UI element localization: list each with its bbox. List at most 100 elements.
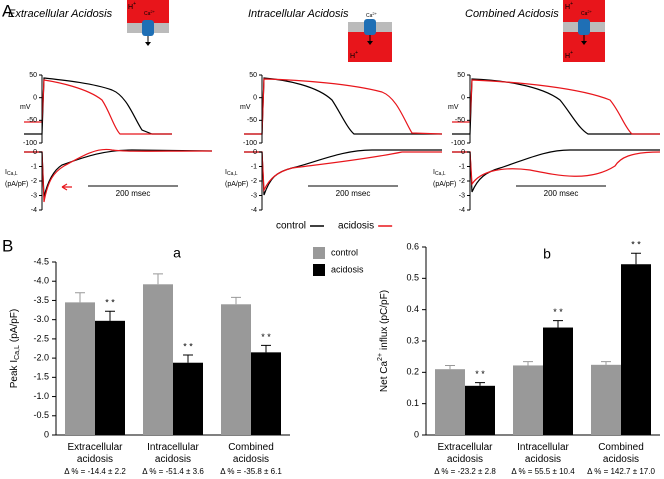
- y-tick-label: -3.0: [33, 314, 49, 324]
- y-tick-label: -50: [27, 117, 37, 124]
- error-bar: [445, 364, 455, 370]
- y-tick-label: 0.6: [406, 241, 419, 251]
- x-tick-label: Intracellular acidosis: [147, 442, 199, 465]
- y-tick-label: -4: [31, 207, 37, 214]
- panel-title: Combined Acidosis: [465, 8, 559, 20]
- y-tick-label: 0: [461, 95, 465, 102]
- legend-label: acidosis: [331, 264, 364, 274]
- bar: [65, 302, 95, 435]
- y-tick-label: 0: [461, 149, 465, 156]
- significance-label: * *: [105, 298, 115, 308]
- icon-label: +: [570, 50, 573, 56]
- y-tick-label: -4: [251, 207, 257, 214]
- significance-label: * *: [475, 369, 485, 379]
- icon-label: 2+: [372, 11, 377, 16]
- y-axis-label: Ca,L: [14, 345, 21, 360]
- y-tick-label: 0.2: [406, 367, 419, 377]
- y-tick-label: 50: [249, 72, 257, 79]
- y-tick-label: -3.5: [33, 295, 49, 305]
- traces: [24, 77, 213, 203]
- bar: [143, 284, 173, 435]
- y-tick-label: 50: [457, 72, 465, 79]
- y-tick-label: -3: [459, 192, 465, 199]
- axis-label: mV: [448, 104, 459, 111]
- y-tick-label: 0: [33, 149, 37, 156]
- axis-label: mV: [240, 104, 251, 111]
- y-axis-label: (pA/pF): [9, 309, 20, 342]
- legend-label: control: [331, 247, 358, 257]
- axis-label: (pA/pF): [225, 181, 248, 188]
- axis-label: Ca,L: [7, 171, 18, 177]
- y-tick-label: 50: [29, 72, 37, 79]
- y-tick-label: -50: [247, 117, 257, 124]
- y-tick-label: 0: [253, 95, 257, 102]
- error-bar: [523, 361, 533, 366]
- y-axis-label: Net Ca: [379, 361, 390, 393]
- y-tick-label: -100: [23, 140, 37, 147]
- y-axis-label: 2+: [377, 353, 384, 361]
- y-tick-label: 0.1: [406, 398, 419, 408]
- icon-label: 2+: [587, 9, 592, 14]
- y-tick-label: -2: [31, 178, 37, 185]
- y-tick-label: 0.4: [406, 304, 419, 314]
- error-bar: [553, 320, 563, 328]
- error-bar: [231, 296, 241, 305]
- icon-label: +: [133, 1, 136, 7]
- error-bar: [183, 354, 193, 363]
- icon-label: Ca: [366, 13, 373, 19]
- y-tick-label: 0: [33, 95, 37, 102]
- traces: [452, 78, 661, 193]
- axis-label: ICa,L: [433, 169, 446, 177]
- x-tick-label: Combined acidosis: [598, 442, 644, 465]
- error-bar: [631, 252, 641, 265]
- bar: [95, 320, 125, 435]
- y-axis-label: influx (pC/pF): [379, 290, 390, 350]
- legend-swatch: [313, 264, 325, 276]
- y-tick-label: -2.5: [33, 333, 49, 343]
- y-tick-label: -100: [451, 140, 465, 147]
- legend-label: acidosis: [338, 221, 374, 232]
- y-tick-label: -2.0: [33, 352, 49, 362]
- error-bar: [75, 292, 85, 303]
- scale-bar-label: 200 msec: [116, 189, 151, 198]
- icon-label: Ca2+: [144, 9, 156, 17]
- panel-title: Extracellular Acidosis: [8, 8, 113, 20]
- icon-label: H: [350, 53, 355, 60]
- significance-label: * *: [261, 332, 271, 342]
- delta-label: Δ % = -23.2 ± 2.8: [434, 467, 496, 476]
- bar: [543, 327, 573, 435]
- y-tick-label: -4: [459, 207, 465, 214]
- icon-label: H+: [350, 50, 358, 60]
- legend-swatch: [313, 247, 325, 259]
- bar: [621, 264, 651, 435]
- y-tick-label: -1: [31, 163, 37, 170]
- panel-title: Intracellular Acidosis: [248, 8, 349, 20]
- significance-label: * *: [631, 240, 641, 250]
- legend-label: control: [276, 221, 306, 232]
- icon-label: H+: [128, 1, 136, 11]
- axis-label: Ca,L: [435, 171, 446, 177]
- y-tick-label: -1: [251, 163, 257, 170]
- x-tick-label: Extracellular acidosis: [67, 442, 123, 465]
- icon-label: Ca: [581, 11, 588, 17]
- x-tick-label: Combined acidosis: [228, 442, 274, 465]
- delta-label: Δ % = -35.8 ± 6.1: [220, 467, 282, 476]
- y-axis-label: Net Ca2+ influx (pC/pF): [377, 290, 390, 392]
- icon-label: Ca: [144, 11, 151, 17]
- y-axis-label: Peak ICa,L (pA/pF): [9, 309, 21, 389]
- panel-label: A: [2, 1, 14, 20]
- icon: [127, 0, 169, 46]
- bar: [435, 369, 465, 435]
- axis-label: mV: [20, 104, 31, 111]
- chart-title: a: [173, 245, 181, 261]
- panel-label: B: [2, 236, 13, 255]
- traces: [244, 77, 443, 196]
- y-axis-label: Peak I: [9, 360, 20, 388]
- delta-label: Δ % = 55.5 ± 10.4: [511, 467, 575, 476]
- error-bar: [153, 273, 163, 285]
- icon: [348, 12, 392, 62]
- axis-label: ICa,L: [5, 169, 18, 177]
- axis-label: ICa,L: [225, 169, 238, 177]
- icon-label: H+: [565, 1, 573, 11]
